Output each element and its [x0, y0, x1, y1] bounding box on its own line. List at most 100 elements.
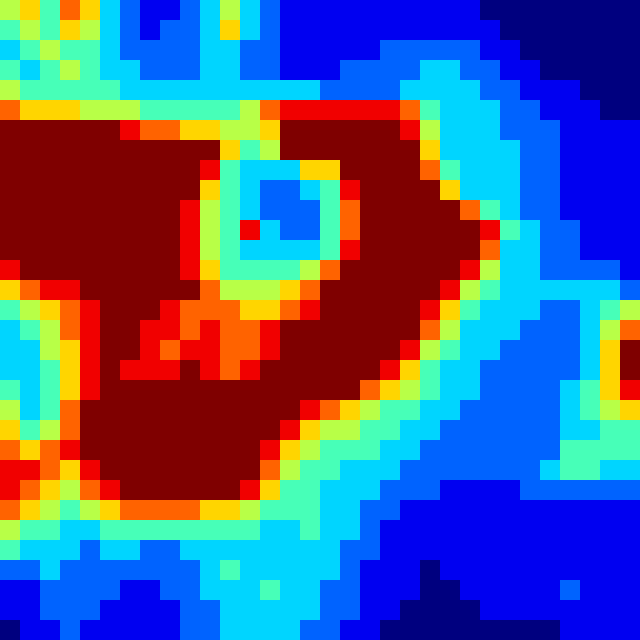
- heatmap-cell: [560, 500, 581, 521]
- heatmap-cell: [300, 20, 321, 41]
- heatmap-cell: [420, 320, 441, 341]
- heatmap-cell: [600, 40, 621, 61]
- heatmap-cell: [260, 60, 281, 81]
- heatmap-cell: [100, 480, 121, 501]
- heatmap-cell: [80, 440, 101, 461]
- heatmap-cell: [300, 600, 321, 621]
- heatmap-cell: [180, 440, 201, 461]
- heatmap-cell: [300, 320, 321, 341]
- heatmap-cell: [140, 580, 161, 601]
- heatmap-cell: [380, 320, 401, 341]
- heatmap-cell: [100, 440, 121, 461]
- heatmap-cell: [420, 80, 441, 101]
- heatmap-cell: [460, 460, 481, 481]
- heatmap-cell: [520, 120, 541, 141]
- heatmap-cell: [160, 240, 181, 261]
- heatmap-cell: [300, 200, 321, 221]
- heatmap-cell: [220, 400, 241, 421]
- heatmap-cell: [420, 160, 441, 181]
- heatmap-cell: [180, 80, 201, 101]
- heatmap-cell: [240, 160, 261, 181]
- heatmap-cell: [320, 320, 341, 341]
- heatmap-cell: [200, 560, 221, 581]
- heatmap-cell: [260, 280, 281, 301]
- heatmap-cell: [280, 500, 301, 521]
- heatmap-cell: [80, 80, 101, 101]
- heatmap-cell: [80, 120, 101, 141]
- heatmap-cell: [140, 340, 161, 361]
- heatmap-cell: [160, 460, 181, 481]
- heatmap-cell: [520, 40, 541, 61]
- heatmap-cell: [540, 360, 561, 381]
- heatmap-cell: [80, 40, 101, 61]
- heatmap-cell: [540, 0, 561, 21]
- heatmap-cell: [200, 480, 221, 501]
- heatmap-cell: [420, 460, 441, 481]
- heatmap-cell: [0, 320, 21, 341]
- heatmap-cell: [360, 240, 381, 261]
- heatmap-cell: [100, 460, 121, 481]
- heatmap-cell: [460, 60, 481, 81]
- heatmap-cell: [500, 160, 521, 181]
- heatmap-cell: [580, 540, 601, 561]
- heatmap-cell: [160, 60, 181, 81]
- heatmap-cell: [560, 60, 581, 81]
- heatmap-cell: [100, 300, 121, 321]
- heatmap-cell: [140, 60, 161, 81]
- heatmap-cell: [620, 180, 640, 201]
- heatmap-cell: [280, 220, 301, 241]
- heatmap-cell: [200, 580, 221, 601]
- heatmap-cell: [20, 540, 41, 561]
- heatmap-cell: [20, 320, 41, 341]
- heatmap-cell: [60, 120, 81, 141]
- heatmap-cell: [220, 200, 241, 221]
- heatmap-cell: [280, 620, 301, 640]
- heatmap-cell: [480, 540, 501, 561]
- heatmap-cell: [100, 180, 121, 201]
- heatmap-cell: [60, 600, 81, 621]
- heatmap-cell: [280, 460, 301, 481]
- heatmap-cell: [20, 120, 41, 141]
- heatmap-cell: [400, 300, 421, 321]
- heatmap-cell: [260, 80, 281, 101]
- heatmap-cell: [160, 420, 181, 441]
- heatmap-cell: [80, 20, 101, 41]
- heatmap-cell: [600, 80, 621, 101]
- heatmap-cell: [460, 480, 481, 501]
- heatmap-cell: [500, 180, 521, 201]
- heatmap-cell: [600, 280, 621, 301]
- heatmap-cell: [520, 220, 541, 241]
- heatmap-cell: [0, 20, 21, 41]
- heatmap-cell: [440, 500, 461, 521]
- heatmap-cell: [340, 600, 361, 621]
- heatmap-cell: [180, 220, 201, 241]
- heatmap-cell: [160, 40, 181, 61]
- heatmap-cell: [400, 620, 421, 640]
- heatmap-cell: [340, 300, 361, 321]
- heatmap-cell: [560, 340, 581, 361]
- heatmap-cell: [80, 500, 101, 521]
- heatmap-cell: [60, 60, 81, 81]
- heatmap-cell: [120, 500, 141, 521]
- heatmap-cell: [540, 120, 561, 141]
- heatmap-cell: [380, 460, 401, 481]
- heatmap-cell: [420, 120, 441, 141]
- heatmap-cell: [80, 620, 101, 640]
- heatmap-cell: [80, 400, 101, 421]
- heatmap-cell: [560, 580, 581, 601]
- heatmap-cell: [160, 120, 181, 141]
- heatmap-cell: [360, 340, 381, 361]
- heatmap-cell: [160, 280, 181, 301]
- heatmap-cell: [580, 220, 601, 241]
- heatmap-cell: [620, 0, 640, 21]
- heatmap-cell: [200, 120, 221, 141]
- heatmap-cell: [100, 600, 121, 621]
- heatmap-cell: [320, 380, 341, 401]
- heatmap-cell: [340, 120, 361, 141]
- heatmap-cell: [260, 480, 281, 501]
- heatmap-cell: [280, 300, 301, 321]
- heatmap-cell: [240, 420, 261, 441]
- heatmap-cell: [80, 360, 101, 381]
- heatmap-cell: [620, 60, 640, 81]
- heatmap-cell: [560, 160, 581, 181]
